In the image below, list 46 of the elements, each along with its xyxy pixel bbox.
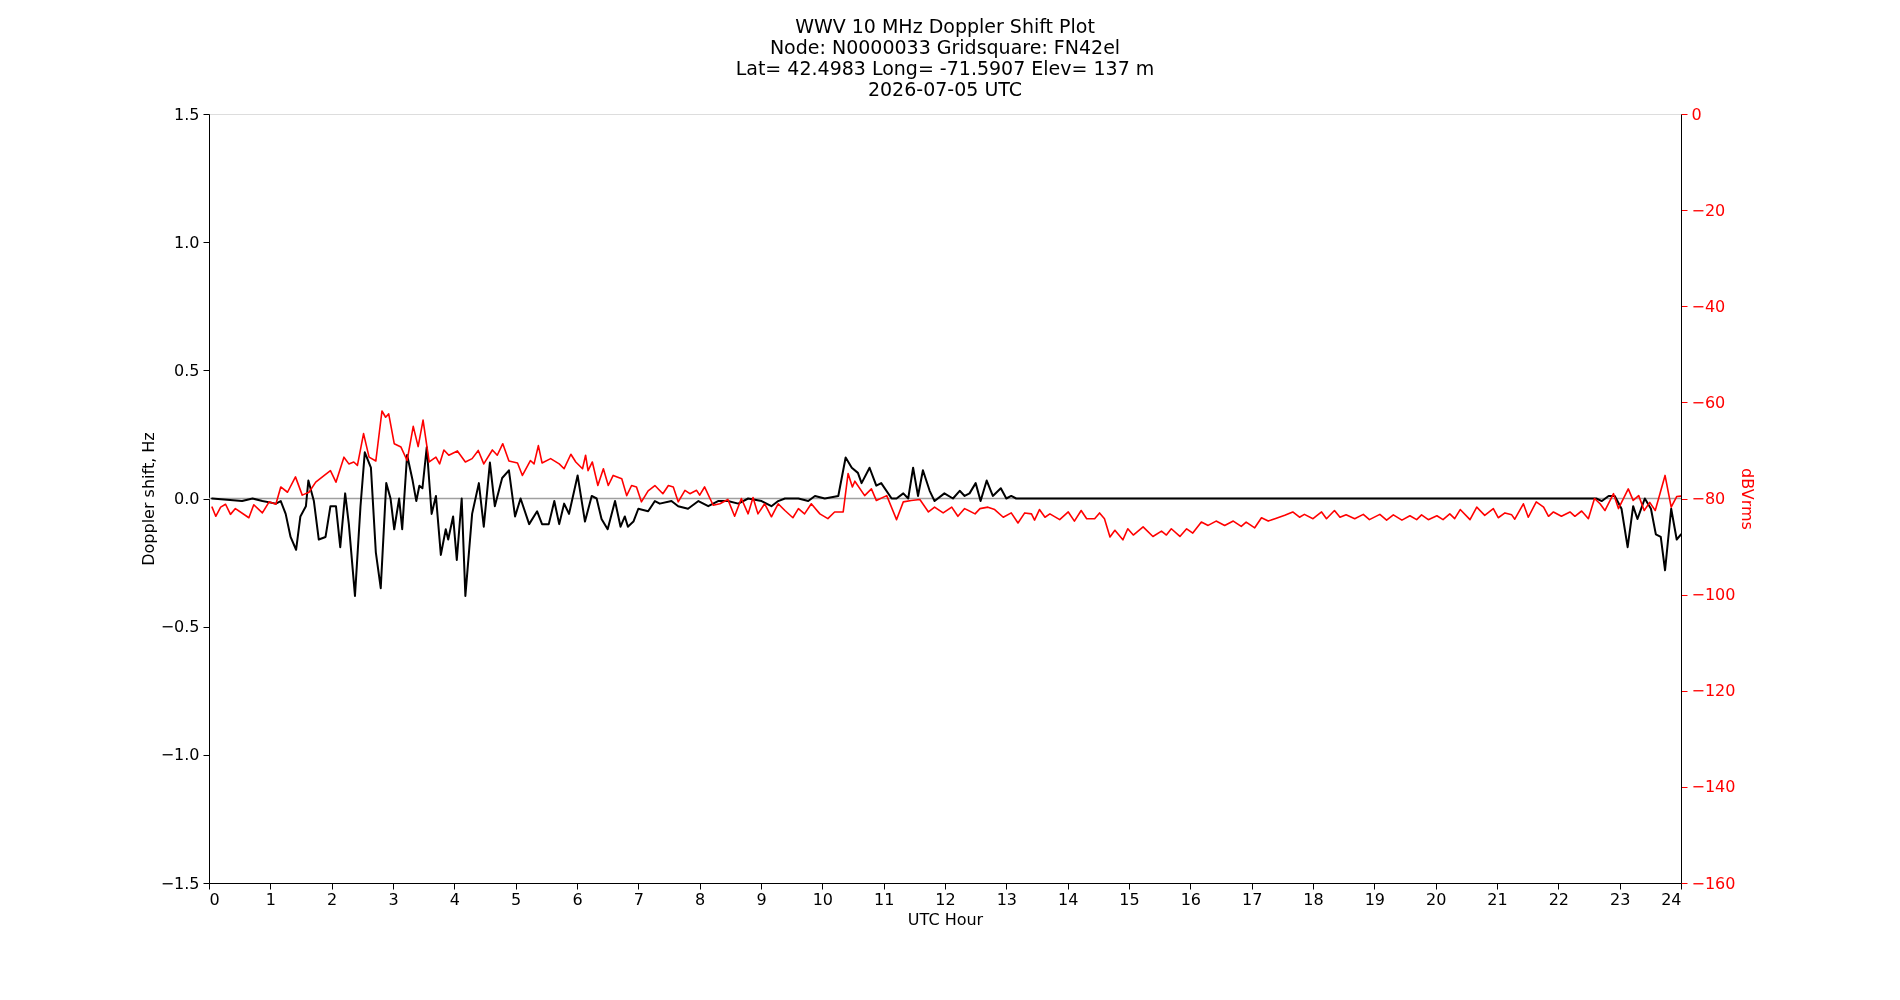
y2-axis-title: dBVrms: [1738, 468, 1758, 530]
x-tick-label: 19: [1364, 889, 1386, 909]
x-tick-label: 15: [1119, 889, 1140, 909]
x-tick-label: 5: [511, 889, 522, 909]
x-tick-label: 13: [996, 889, 1018, 909]
y2-tick-label: −160: [1691, 873, 1736, 893]
y2-tick-label: 0: [1691, 104, 1702, 124]
x-tick-label: 10: [812, 889, 834, 909]
y-tick-label: 1.5: [174, 104, 200, 124]
x-tick-label: 24: [1661, 889, 1682, 909]
y2-tick-label: −120: [1691, 681, 1736, 701]
x-tick-label: 17: [1241, 889, 1263, 909]
chart-title: WWV 10 MHz Doppler Shift Plot: [795, 15, 1095, 37]
y2-tick-label: −140: [1691, 777, 1736, 797]
x-tick-label: 8: [695, 889, 706, 909]
y2-tick-label: −60: [1691, 392, 1726, 412]
y-tick-label: 0.0: [174, 489, 200, 508]
y2-tick-label: −80: [1691, 489, 1726, 508]
x-tick-label: 16: [1180, 889, 1202, 909]
y2-tick-label: −40: [1691, 296, 1726, 316]
y2-tick-label: −20: [1691, 200, 1726, 220]
y-tick-label: −1.0: [160, 745, 200, 765]
x-tick-label: 18: [1303, 889, 1324, 909]
x-tick-label: 7: [633, 889, 644, 909]
x-tick-label: 4: [449, 889, 460, 909]
x-tick-label: 14: [1057, 889, 1079, 909]
y-tick-label: −1.5: [160, 873, 200, 893]
x-tick-label: 11: [873, 889, 895, 909]
y-tick-label: −0.5: [160, 617, 200, 637]
x-tick-label: 23: [1609, 889, 1631, 909]
x-tick-label: 0: [209, 889, 220, 909]
y2-tick-label: −100: [1691, 585, 1736, 605]
x-tick-label: 9: [756, 889, 767, 909]
x-tick-label: 2: [327, 889, 338, 909]
y-tick-label: 1.0: [174, 232, 200, 252]
x-tick-label: 20: [1425, 889, 1447, 909]
y-tick-label: 0.5: [174, 360, 200, 380]
x-tick-label: 3: [388, 889, 399, 909]
x-tick-label: 1: [265, 889, 276, 909]
x-tick-label: 12: [935, 889, 956, 909]
x-tick-label: 21: [1487, 889, 1508, 909]
y-axis-title: Doppler shift, Hz: [138, 432, 158, 566]
x-axis-title: UTC Hour: [907, 909, 984, 929]
x-tick-label: 6: [572, 889, 583, 909]
chart-subtitle: Node: N0000033 Gridsquare: FN42el Lat= 42.4983 Long= -71.5907 Elev= 137 m 2026-07-05 UTC: [735, 36, 1155, 100]
x-tick-label: 22: [1548, 889, 1570, 909]
